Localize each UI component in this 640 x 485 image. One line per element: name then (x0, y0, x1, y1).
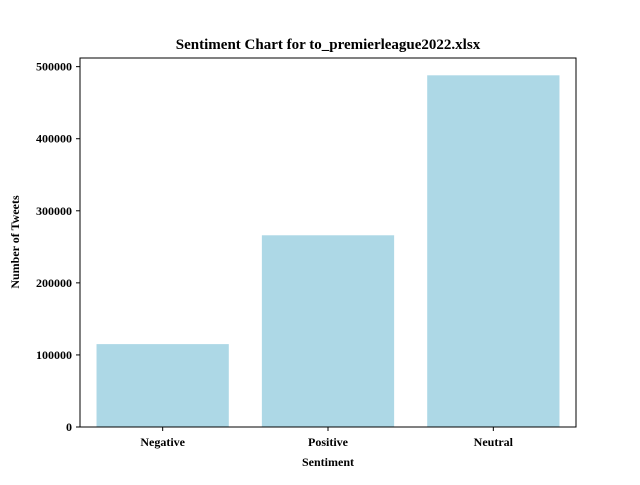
y-tick-label: 500000 (36, 60, 72, 74)
x-tick-label-positive: Positive (308, 435, 349, 449)
y-tick-label: 200000 (36, 276, 72, 290)
y-tick-label: 0 (66, 420, 72, 434)
bars-layer (96, 75, 560, 428)
x-axis: Negative Positive Neutral (140, 427, 514, 449)
bar-negative (96, 344, 229, 427)
y-axis: 0 100000 200000 300000 400000 500000 (36, 60, 80, 434)
bar-neutral (427, 75, 560, 428)
y-tick-label: 400000 (36, 132, 72, 146)
y-tick-label: 300000 (36, 204, 72, 218)
bar-positive (261, 235, 395, 427)
x-tick-label-neutral: Neutral (474, 435, 514, 449)
chart-title: Sentiment Chart for to_premierleague2022… (176, 37, 481, 53)
x-axis-title: Sentiment (302, 455, 354, 469)
y-tick-label: 100000 (36, 348, 72, 362)
x-tick-label-negative: Negative (140, 435, 185, 449)
y-axis-title: Number of Tweets (8, 195, 22, 289)
